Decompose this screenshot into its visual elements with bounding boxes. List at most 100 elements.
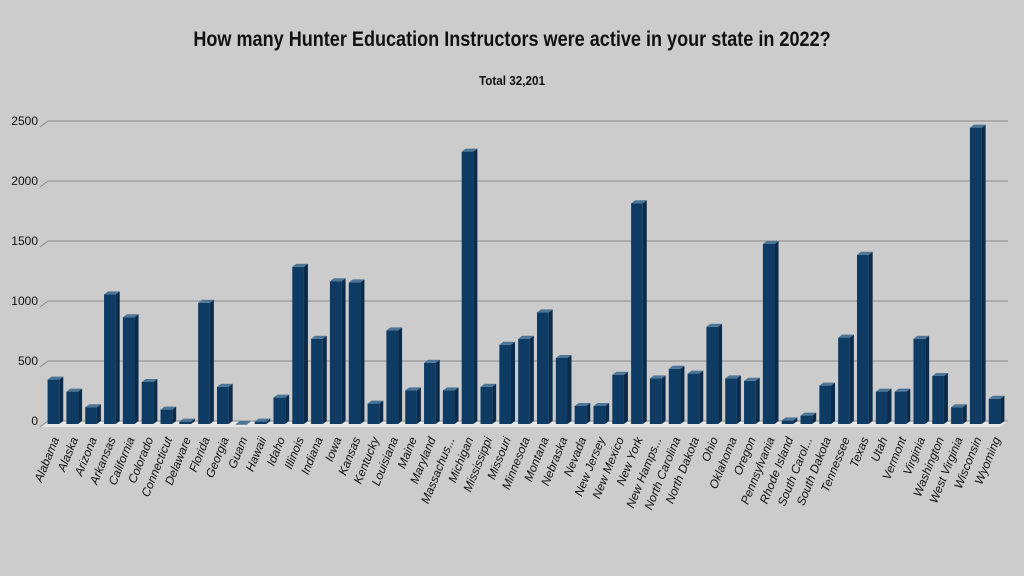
bar bbox=[875, 388, 892, 424]
bar-side bbox=[322, 335, 327, 424]
bar-side bbox=[454, 387, 459, 424]
bar-front bbox=[725, 378, 737, 424]
bar-top bbox=[555, 355, 572, 358]
gridline-depth bbox=[39, 240, 49, 248]
bar-side bbox=[473, 148, 478, 424]
bar-side bbox=[943, 373, 948, 424]
bar-top bbox=[819, 382, 836, 386]
bar-side bbox=[115, 291, 120, 424]
bar-front bbox=[781, 420, 794, 424]
bar bbox=[744, 377, 760, 424]
bar-side bbox=[831, 382, 836, 424]
bar-front bbox=[800, 415, 813, 424]
bar-front bbox=[574, 406, 587, 424]
bar-top bbox=[913, 335, 930, 339]
bar-top bbox=[932, 373, 948, 376]
bar-side bbox=[774, 241, 779, 424]
bar-top bbox=[668, 365, 685, 369]
bar bbox=[932, 373, 948, 424]
bar-front bbox=[160, 409, 173, 424]
chart-subtitle: Total 32,201 bbox=[478, 73, 546, 88]
bar-side bbox=[303, 263, 308, 424]
bar bbox=[969, 124, 986, 424]
bar-top bbox=[348, 279, 365, 283]
bar-front bbox=[85, 407, 97, 424]
bar-front bbox=[235, 424, 248, 425]
bar bbox=[649, 375, 666, 424]
bar bbox=[894, 388, 911, 424]
bar bbox=[988, 395, 1005, 424]
bar-top bbox=[988, 395, 1005, 399]
bar-side bbox=[925, 335, 930, 424]
bar-front bbox=[988, 398, 1001, 424]
bar-front bbox=[856, 254, 869, 424]
gridline-depth bbox=[39, 300, 49, 308]
bar-side bbox=[153, 379, 158, 424]
bar-front bbox=[179, 421, 192, 424]
bar-front bbox=[66, 391, 79, 424]
bar-top bbox=[442, 387, 459, 391]
y-tick-label: 1000 bbox=[11, 294, 38, 308]
bar-front bbox=[499, 344, 512, 424]
bar bbox=[687, 370, 704, 424]
bar-side bbox=[755, 377, 760, 424]
bar-top bbox=[311, 335, 327, 339]
bar-side bbox=[962, 404, 967, 424]
bar bbox=[668, 365, 685, 424]
bar-front bbox=[122, 317, 135, 424]
y-tick-label: 500 bbox=[18, 354, 38, 368]
bar-side bbox=[868, 251, 873, 424]
bar-side bbox=[736, 375, 741, 424]
bar-front bbox=[687, 373, 700, 424]
bar-top bbox=[386, 327, 403, 331]
bar-front bbox=[47, 379, 60, 424]
bar bbox=[329, 278, 346, 424]
bar-front bbox=[329, 281, 342, 424]
bar-side bbox=[849, 334, 854, 424]
bar-front bbox=[367, 403, 380, 424]
bar-top bbox=[612, 371, 628, 375]
bar bbox=[518, 335, 534, 424]
bar-side bbox=[341, 278, 346, 424]
bar-top bbox=[405, 387, 421, 391]
bar bbox=[160, 406, 177, 424]
bar-side bbox=[718, 323, 723, 424]
bar bbox=[47, 376, 64, 424]
bar bbox=[480, 383, 497, 424]
bar bbox=[499, 341, 516, 424]
bar bbox=[461, 148, 478, 424]
bar bbox=[104, 291, 120, 424]
gridline-depth bbox=[39, 360, 49, 368]
bar-top bbox=[179, 418, 196, 422]
bar bbox=[856, 251, 873, 424]
bar-top bbox=[631, 200, 647, 204]
bar-side bbox=[96, 404, 101, 424]
bar-side bbox=[586, 403, 591, 424]
y-tick-label: 1500 bbox=[11, 234, 38, 248]
bar-top bbox=[254, 418, 271, 422]
bar-side bbox=[1000, 395, 1005, 424]
bar-side bbox=[623, 371, 628, 424]
bar bbox=[819, 382, 836, 424]
bar-top bbox=[47, 376, 64, 380]
bar-side bbox=[398, 327, 403, 424]
bar-top bbox=[499, 341, 516, 345]
bar-top bbox=[85, 404, 101, 408]
bar bbox=[800, 412, 817, 424]
bar-side bbox=[812, 412, 817, 424]
bar-front bbox=[348, 282, 361, 424]
bar bbox=[762, 241, 779, 424]
bar-side bbox=[981, 124, 986, 424]
bar-top bbox=[160, 406, 177, 410]
bar-top bbox=[725, 375, 741, 379]
bar bbox=[311, 335, 327, 424]
bar-front bbox=[744, 380, 756, 424]
bar bbox=[612, 371, 628, 424]
bar-top bbox=[367, 400, 384, 404]
bar-top bbox=[329, 278, 346, 282]
bar bbox=[536, 309, 553, 424]
bar-top bbox=[856, 251, 873, 255]
bar-front bbox=[292, 266, 304, 424]
bar-top bbox=[875, 388, 892, 392]
